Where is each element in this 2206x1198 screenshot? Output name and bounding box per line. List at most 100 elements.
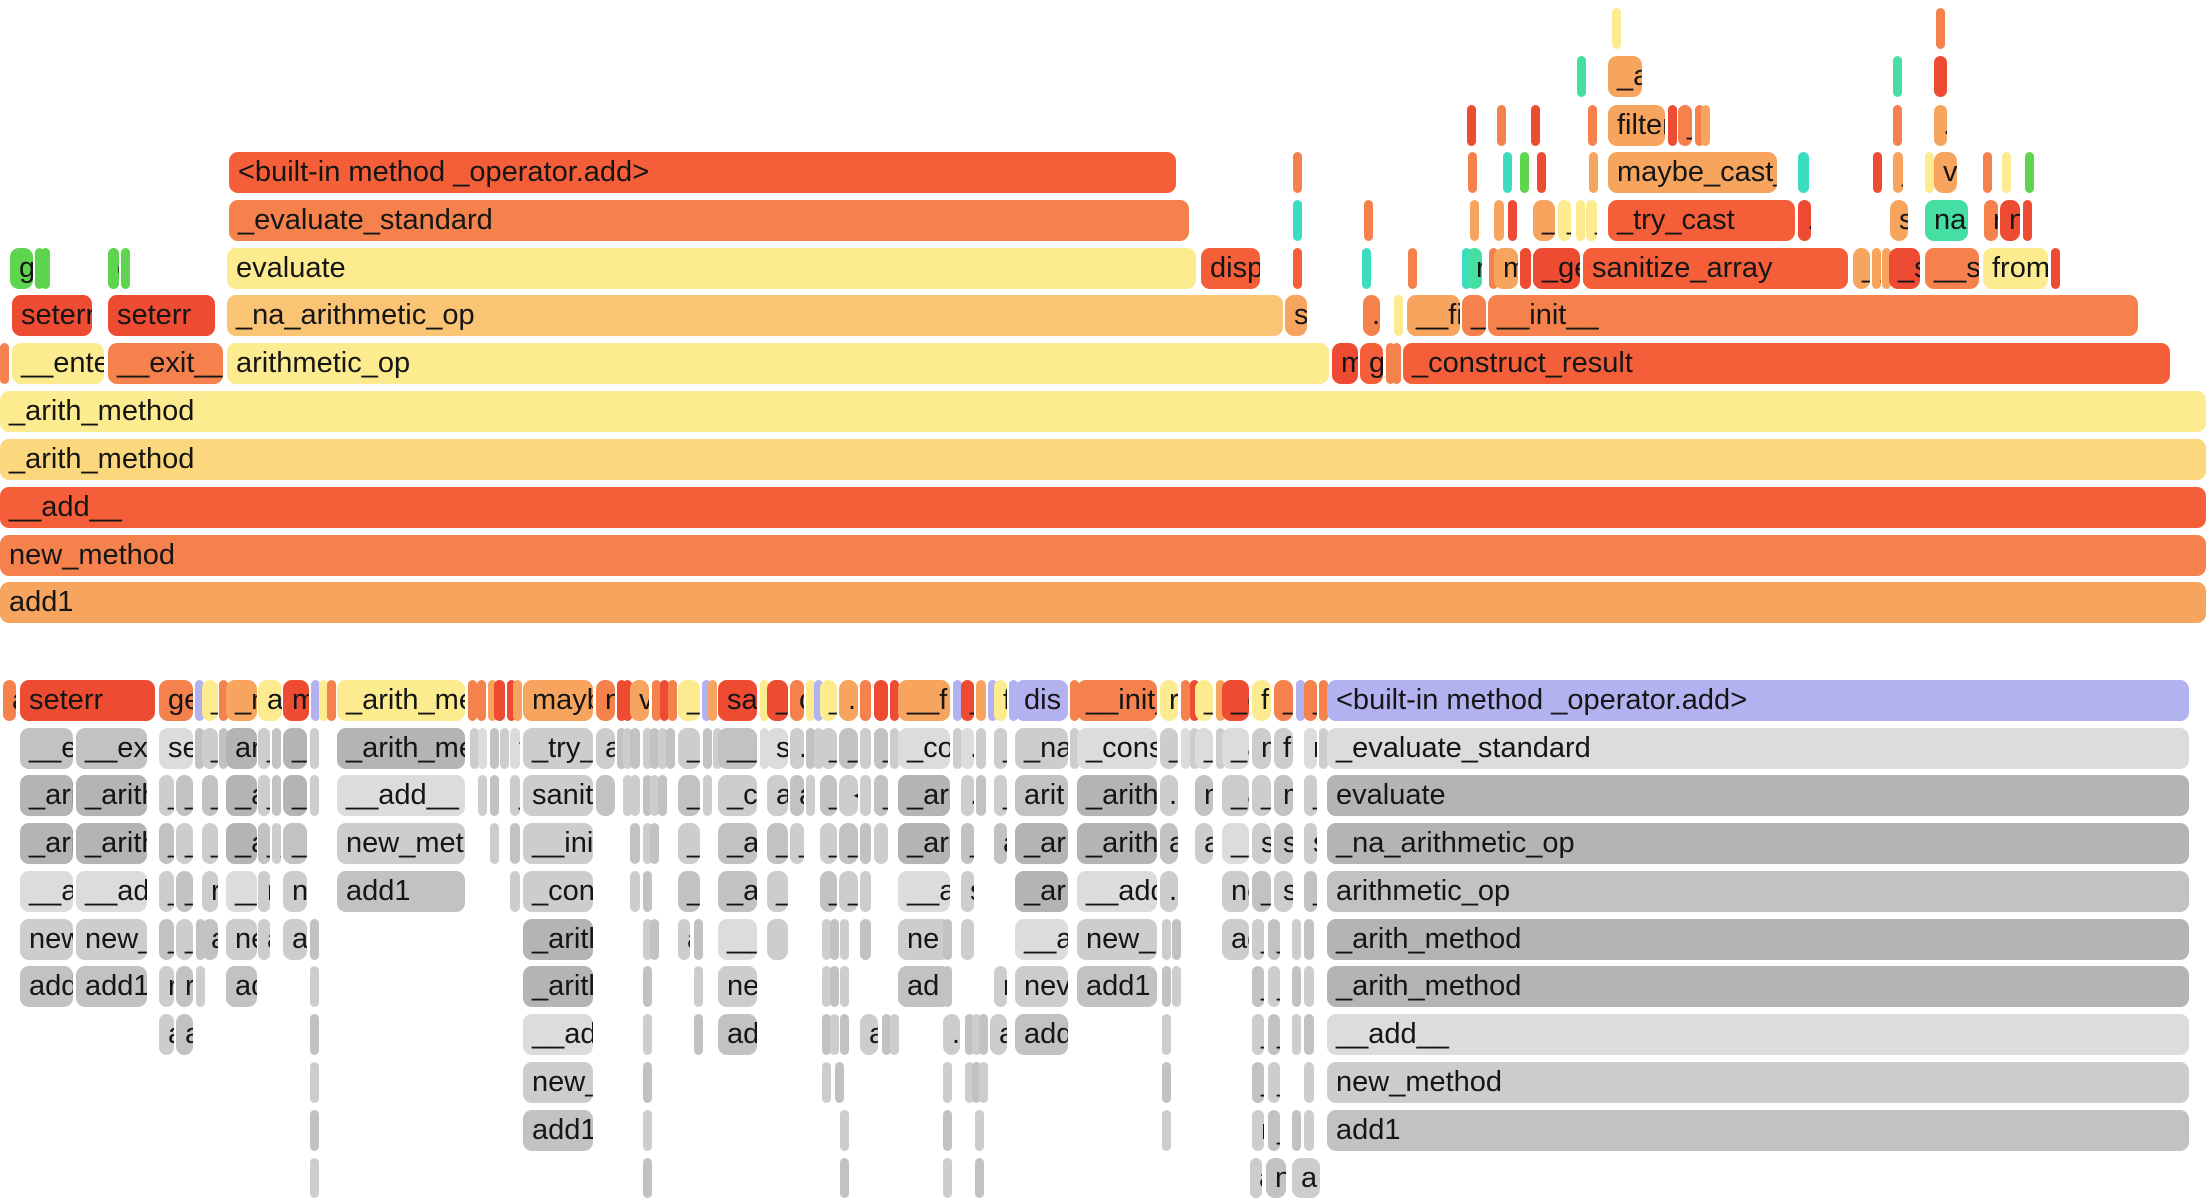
frame-sliver[interactable]	[658, 728, 667, 769]
frame-sliver[interactable]	[1668, 105, 1677, 146]
frame-_[interactable]: _	[272, 823, 281, 864]
frame-_[interactable]: _	[790, 823, 804, 864]
frame-sliver[interactable]	[643, 728, 652, 769]
frame-sliver[interactable]	[1882, 248, 1891, 289]
frame-sliver[interactable]	[1394, 295, 1403, 336]
frame-_[interactable]: _	[1195, 728, 1213, 769]
frame-a[interactable]: a	[1160, 823, 1178, 864]
frame-sliver[interactable]	[835, 1062, 844, 1103]
frame-_[interactable]: _	[678, 680, 700, 721]
frame-sliver[interactable]	[1181, 680, 1190, 721]
frame-sliver[interactable]	[1296, 680, 1305, 721]
frame-sliver[interactable]	[643, 871, 652, 912]
frame-__[interactable]: __	[718, 919, 757, 960]
frame-ne[interactable]: ne	[226, 919, 257, 960]
frame-add1[interactable]: add1	[1327, 1110, 2189, 1151]
frame-a[interactable]: a	[159, 1014, 174, 1055]
frame-sliver[interactable]	[643, 823, 652, 864]
frame-sliver[interactable]	[1695, 105, 1704, 146]
frame-s[interactable]: s	[1285, 295, 1307, 336]
frame-sliver[interactable]	[713, 728, 722, 769]
frame-_arith[interactable]: _arith	[523, 919, 593, 960]
frame-sliver[interactable]	[814, 728, 823, 769]
frame-_[interactable]: _	[678, 871, 700, 912]
frame-disp[interactable]: disp	[1201, 248, 1260, 289]
frame-sliver[interactable]	[1925, 152, 1934, 193]
frame-n[interactable]: n	[1252, 728, 1271, 769]
frame-__init_[interactable]: __init_	[1077, 680, 1157, 721]
frame-sliver[interactable]	[822, 1014, 831, 1055]
frame-_[interactable]: _	[820, 775, 837, 816]
frame-sliver[interactable]: .	[790, 728, 804, 769]
frame-sliver[interactable]	[860, 775, 871, 816]
frame-builtinmethod_operatoradd[interactable]: <built-in method _operator.add>	[1327, 680, 2189, 721]
frame-sliver[interactable]	[219, 680, 228, 721]
frame-_arith_me[interactable]: _arith_me	[337, 680, 465, 721]
frame-s[interactable]: s	[1274, 823, 1293, 864]
frame-n[interactable]: n	[258, 871, 270, 912]
frame-sliver[interactable]	[1497, 105, 1506, 146]
frame-_[interactable]: _	[1252, 966, 1264, 1007]
frame-maybe_cast_t[interactable]: maybe_cast_t	[1608, 152, 1777, 193]
frame-_try_cast[interactable]: _try_cast	[1608, 200, 1795, 241]
frame-sliver[interactable]	[1216, 680, 1225, 721]
frame-_[interactable]: _	[1252, 919, 1264, 960]
frame-sliver[interactable]	[643, 1014, 652, 1055]
frame-sliver[interactable]	[840, 966, 849, 1007]
frame-_[interactable]: _	[258, 775, 270, 816]
frame-_a[interactable]: _a	[283, 728, 307, 769]
frame-r[interactable]: r	[1984, 200, 1998, 241]
frame-sliver[interactable]	[1070, 680, 1079, 721]
frame-__add_[interactable]: __add_	[1077, 871, 1157, 912]
frame-sliver[interactable]	[830, 919, 839, 960]
frame-sliver[interactable]	[840, 919, 849, 960]
frame-_const[interactable]: _const	[1077, 728, 1157, 769]
frame-__add__[interactable]: __add__	[337, 775, 465, 816]
frame-sliver[interactable]: .	[1160, 871, 1178, 912]
frame-_[interactable]: _	[820, 871, 837, 912]
frame-__add[interactable]: __add	[523, 1014, 593, 1055]
frame-sliver[interactable]	[1936, 8, 1945, 49]
frame-ad[interactable]: ad	[718, 1014, 757, 1055]
frame-sliver[interactable]	[41, 248, 50, 289]
frame-nc[interactable]: nc	[1222, 871, 1249, 912]
frame-_na_arithmetic_op[interactable]: _na_arithmetic_op	[227, 295, 1283, 336]
frame-_n[interactable]: _n	[226, 680, 257, 721]
frame-sliver[interactable]	[1470, 200, 1479, 241]
frame-ad[interactable]: ad	[898, 966, 950, 1007]
frame-nev[interactable]: nev	[1015, 966, 1068, 1007]
frame-_ge[interactable]: _ge	[1533, 248, 1580, 289]
frame-_[interactable]: _	[1160, 728, 1178, 769]
frame-add1[interactable]: add1	[76, 966, 147, 1007]
frame-_arith_[interactable]: _arith_	[1077, 823, 1157, 864]
frame-sliver[interactable]	[650, 919, 659, 960]
frame-sliver[interactable]	[643, 1062, 652, 1103]
frame-sliver[interactable]	[874, 680, 888, 721]
frame-sliver[interactable]	[1520, 152, 1529, 193]
frame-sliver[interactable]	[311, 680, 320, 721]
frame-na[interactable]: na	[1925, 200, 1968, 241]
frame-__f[interactable]: __f	[898, 680, 950, 721]
frame-sliver[interactable]	[1508, 200, 1517, 241]
frame-sliver[interactable]	[650, 775, 659, 816]
frame-_[interactable]: _	[283, 823, 307, 864]
frame-sliver[interactable]	[840, 1158, 849, 1198]
frame-add1[interactable]: add1	[1077, 966, 1157, 1007]
frame-sliver[interactable]	[1531, 105, 1540, 146]
frame-sliver[interactable]	[1293, 248, 1302, 289]
frame-_a[interactable]: _a	[718, 871, 757, 912]
frame-sliver[interactable]	[596, 775, 615, 816]
frame-sliver[interactable]: .	[510, 823, 520, 864]
frame-_[interactable]: _	[510, 775, 520, 816]
frame-_[interactable]: _	[176, 919, 193, 960]
frame-seterr[interactable]: seterr	[108, 295, 215, 336]
frame-sliver[interactable]: .	[630, 823, 640, 864]
frame-ac[interactable]: ac	[283, 919, 307, 960]
frame-sliver[interactable]	[830, 1014, 839, 1055]
frame-g[interactable]: g	[1360, 343, 1383, 384]
frame-_[interactable]: _	[1252, 775, 1271, 816]
frame-sliver[interactable]	[694, 919, 703, 960]
frame-sliver[interactable]	[760, 680, 769, 721]
frame-sliver[interactable]	[1162, 919, 1171, 960]
frame-sliver[interactable]	[890, 680, 899, 721]
